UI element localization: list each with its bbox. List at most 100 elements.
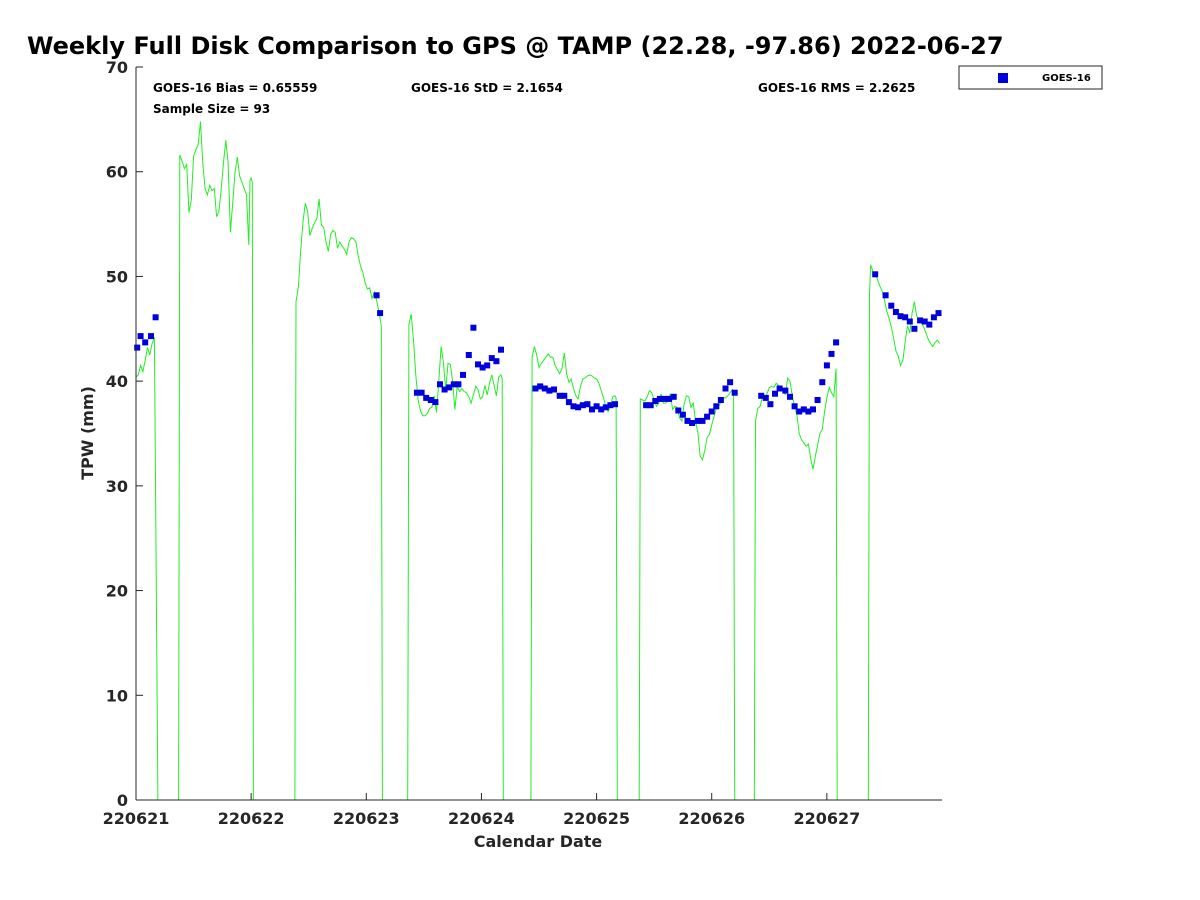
y-tick-label: 60: [106, 163, 128, 182]
goes16-point: [892, 309, 899, 315]
goes16-point: [607, 402, 614, 409]
goes16-point: [666, 395, 673, 402]
goes16-point: [465, 352, 472, 358]
goes16-point: [570, 403, 577, 410]
goes16-point: [722, 385, 729, 392]
goes16-point: [565, 399, 572, 406]
x-axis-label: Calendar Date: [474, 832, 603, 851]
plot-background: [136, 67, 942, 800]
goes16-point: [432, 399, 439, 406]
goes16-point: [656, 395, 663, 402]
chart-title: Weekly Full Disk Comparison to GPS @ TAM…: [27, 32, 1004, 60]
goes16-point: [823, 362, 830, 369]
goes16-point: [800, 406, 807, 413]
goes16-point: [767, 401, 774, 408]
y-tick-label: 30: [106, 477, 128, 496]
goes16-point: [377, 310, 384, 317]
goes16-point: [556, 392, 563, 399]
x-axis-ticks: 220621 220622 220623 220624 220625 220626 2206…: [103, 793, 860, 828]
stat-std: GOES-16 StD = 2.1654: [411, 81, 563, 95]
legend: GOES-16: [958, 65, 1103, 90]
y-tick-label: 70: [106, 58, 128, 77]
y-tick-label: 20: [106, 582, 128, 601]
goes16-point: [796, 408, 803, 415]
goes16-point: [450, 381, 457, 388]
goes16-point: [643, 402, 650, 409]
goes16-point: [612, 401, 618, 408]
goes16-point: [814, 397, 821, 403]
goes16-point: [441, 386, 448, 393]
goes16-point: [498, 346, 504, 353]
goes16-point: [911, 325, 918, 332]
goes16-point: [679, 411, 686, 418]
goes16-point: [675, 407, 682, 414]
goes16-point: [584, 401, 591, 408]
goes16-point: [134, 344, 141, 351]
x-tick-label: 220625: [563, 809, 630, 828]
goes16-point: [872, 271, 879, 278]
goes16-point: [484, 362, 491, 369]
goes16-point: [579, 402, 586, 409]
goes16-point: [137, 333, 144, 340]
goes16-point: [661, 395, 668, 402]
y-tick-label: 0: [117, 791, 128, 810]
goes16-point: [493, 358, 500, 365]
goes16-point: [418, 389, 425, 396]
y-axis-ticks: 0 10 20 30 40 50 60 70: [106, 58, 143, 810]
goes16-point: [704, 413, 711, 420]
goes16-point: [787, 393, 793, 400]
y-tick-label: 10: [106, 686, 128, 705]
goes16-point: [373, 292, 380, 299]
y-axis-label: TPW (mm): [78, 386, 97, 480]
goes16-point: [455, 381, 462, 388]
goes16-point: [782, 387, 789, 394]
stat-rms: GOES-16 RMS = 2.2625: [758, 81, 915, 95]
goes16-point: [152, 314, 159, 321]
goes16-point: [537, 383, 544, 390]
goes16-point: [475, 361, 481, 368]
goes16-point: [602, 404, 609, 411]
goes16-point: [921, 318, 928, 325]
goes16-point: [758, 392, 765, 399]
goes16-point: [897, 313, 904, 320]
goes16-point: [708, 408, 715, 415]
stat-bias: GOES-16 Bias = 0.65559: [153, 81, 317, 95]
goes16-point: [551, 386, 557, 393]
goes16-point: [598, 406, 605, 413]
goes16-point: [446, 384, 453, 391]
goes16-point: [776, 385, 783, 392]
goes16-point: [902, 314, 909, 321]
goes16-point: [717, 397, 724, 403]
goes16-point: [917, 317, 924, 324]
gps-series-line: [135, 121, 941, 801]
x-tick-label: 220627: [793, 809, 860, 828]
goes16-series-markers: [134, 271, 942, 426]
goes16-point: [575, 404, 582, 411]
goes16-point: [888, 302, 895, 309]
stat-sample-size: Sample Size = 93: [153, 102, 270, 116]
legend-box: [958, 65, 1103, 90]
goes16-point: [930, 314, 937, 321]
x-tick-label: 220623: [333, 809, 400, 828]
goes16-point: [541, 385, 548, 392]
goes16-point: [819, 379, 826, 386]
goes16-point: [684, 417, 691, 424]
goes16-point: [593, 403, 600, 410]
goes16-point: [423, 394, 430, 401]
x-tick-label: 220626: [678, 809, 745, 828]
goes16-point: [589, 406, 595, 413]
goes16-point: [906, 318, 913, 325]
goes16-point: [699, 417, 706, 424]
goes16-point: [828, 350, 835, 357]
goes16-point: [926, 321, 933, 328]
goes16-point: [694, 417, 701, 424]
y-tick-label: 50: [106, 267, 128, 286]
goes16-point: [532, 385, 539, 392]
goes16-point: [810, 406, 816, 413]
x-tick-label: 220622: [218, 809, 285, 828]
goes16-point: [413, 389, 420, 396]
goes16-point: [479, 364, 486, 371]
goes16-point: [427, 397, 434, 403]
legend-marker-goes16: [998, 73, 1008, 83]
